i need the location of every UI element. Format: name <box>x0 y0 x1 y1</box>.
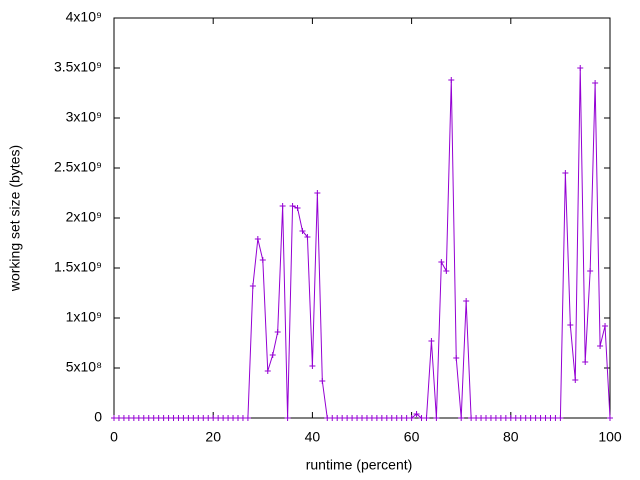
y-tick-label: 1.5x10⁹ <box>54 259 102 275</box>
point-marker <box>562 170 569 176</box>
point-marker <box>314 190 321 196</box>
x-tick-label: 60 <box>404 429 420 445</box>
point-marker <box>259 257 266 263</box>
y-tick-label: 2.5x10⁹ <box>54 159 102 175</box>
point-marker <box>423 415 430 421</box>
point-marker <box>592 80 599 86</box>
y-tick-label: 4x10⁹ <box>66 9 102 25</box>
x-tick-label: 80 <box>503 429 519 445</box>
y-tick-label: 0 <box>94 409 102 425</box>
x-tick-label: 20 <box>205 429 221 445</box>
point-marker <box>408 415 415 421</box>
y-axis-label: working set size (bytes) <box>7 145 23 292</box>
point-marker <box>597 343 604 349</box>
point-marker <box>458 415 465 421</box>
point-marker <box>577 65 584 71</box>
point-marker <box>453 355 460 361</box>
point-marker <box>433 415 440 421</box>
x-tick-label: 40 <box>305 429 321 445</box>
point-marker <box>269 352 276 358</box>
data-line <box>114 67 611 419</box>
y-tick-label: 2x10⁹ <box>66 209 102 225</box>
point-marker <box>309 363 316 369</box>
x-axis-label: runtime (percent) <box>306 457 413 473</box>
point-marker <box>463 298 470 304</box>
y-tick-label: 3.5x10⁹ <box>54 59 102 75</box>
point-marker <box>428 338 435 344</box>
point-marker <box>294 205 301 211</box>
point-marker <box>284 415 291 421</box>
point-marker <box>567 322 574 328</box>
point-marker <box>289 203 296 209</box>
point-marker <box>249 283 256 289</box>
point-marker <box>438 259 445 265</box>
point-marker <box>443 268 450 274</box>
point-marker <box>587 268 594 274</box>
plot-frame <box>113 17 611 419</box>
point-marker <box>304 234 311 240</box>
x-tick-label: 0 <box>110 429 118 445</box>
point-marker <box>607 415 613 421</box>
point-marker <box>413 411 420 417</box>
y-tick-label: 3x10⁹ <box>66 109 102 125</box>
x-tick-label: 100 <box>598 429 622 445</box>
point-marker <box>448 77 455 83</box>
point-marker <box>319 378 326 384</box>
point-marker <box>274 329 281 335</box>
point-marker <box>264 368 271 374</box>
point-marker <box>299 228 306 234</box>
point-marker <box>572 377 579 383</box>
point-marker <box>279 203 286 209</box>
y-tick-label: 1x10⁹ <box>66 309 102 325</box>
point-marker <box>254 236 261 242</box>
point-marker <box>244 415 251 421</box>
point-marker <box>557 415 564 421</box>
y-tick-label: 5x10⁸ <box>66 359 102 375</box>
point-marker <box>582 359 589 365</box>
point-marker <box>602 323 609 329</box>
